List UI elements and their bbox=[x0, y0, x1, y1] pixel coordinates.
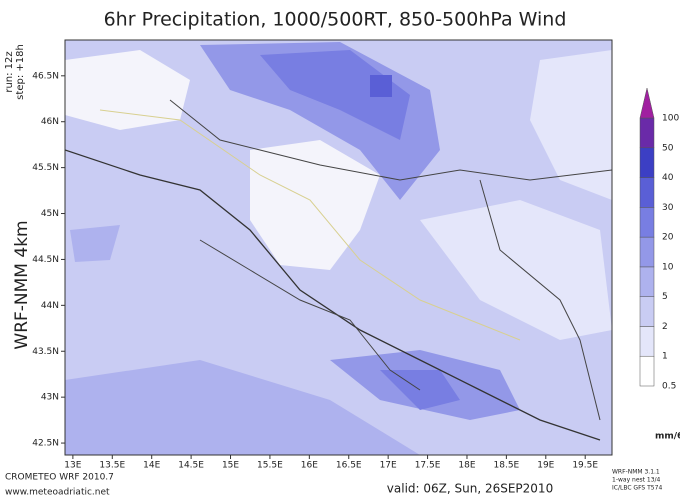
step-label: step: +18h bbox=[15, 44, 26, 100]
lat-label: 44N bbox=[41, 301, 59, 311]
colorbar-segment bbox=[639, 207, 655, 238]
footer-model: WRF-NMM 3.1.1 bbox=[612, 469, 660, 476]
lat-label: 42.5N bbox=[32, 439, 59, 449]
colorbar-segment bbox=[639, 326, 655, 357]
precip-area bbox=[65, 360, 420, 455]
precip-area bbox=[65, 50, 190, 130]
lon-label: 15.5E bbox=[257, 461, 283, 471]
valid-time: valid: 06Z, Sun, 26SEP2010 bbox=[387, 482, 553, 496]
colorbar-segment bbox=[639, 236, 655, 268]
footer-url: www.meteoadriatic.net bbox=[5, 488, 110, 497]
run-label: run: 12z bbox=[4, 51, 15, 92]
precip-area bbox=[370, 75, 392, 97]
lat-label: 45N bbox=[41, 209, 59, 219]
lon-label: 19.5E bbox=[572, 461, 598, 471]
footer-ic: IC/LBC GFS T574 bbox=[612, 485, 662, 492]
colorbar-label: 0.5 bbox=[662, 382, 676, 392]
border bbox=[199, 239, 421, 391]
lon-label: 18.5E bbox=[494, 461, 520, 471]
lon-label: 15E bbox=[222, 461, 239, 471]
lon-label: 18E bbox=[458, 461, 475, 471]
lon-label: 14.5E bbox=[178, 461, 204, 471]
title: 6hr Precipitation, 1000/500RT, 850-500hP… bbox=[104, 9, 567, 31]
lon-label: 14E bbox=[143, 461, 160, 471]
precip-area bbox=[70, 225, 120, 262]
colorbar-segment bbox=[639, 296, 655, 327]
coastline bbox=[65, 149, 601, 441]
model-label: WRF-NMM 4km bbox=[12, 220, 32, 349]
lat-label: 43.5N bbox=[32, 347, 59, 357]
colorbar-label: 5 bbox=[662, 292, 668, 302]
lon-label: 13.5E bbox=[99, 461, 125, 471]
precip-area bbox=[250, 140, 380, 270]
colorbar-unit: mm/6h bbox=[655, 432, 680, 442]
colorbar-segment bbox=[639, 355, 655, 387]
lat-label: 46N bbox=[41, 117, 59, 127]
lon-label: 17E bbox=[380, 461, 397, 471]
colorbar-segment bbox=[639, 117, 655, 149]
precip-area bbox=[260, 50, 410, 140]
precip-area bbox=[420, 200, 612, 340]
lon-label: 13E bbox=[64, 461, 81, 471]
colorbar-label: 2 bbox=[662, 322, 668, 332]
colorbar-label: 20 bbox=[662, 233, 674, 243]
colorbar-label: 30 bbox=[662, 203, 674, 213]
map-area bbox=[64, 39, 613, 456]
colorbar-label: 100 bbox=[662, 114, 679, 124]
colorbar-label: 40 bbox=[662, 173, 674, 183]
footer-credit: CROMETEO WRF 2010.7 bbox=[5, 473, 114, 483]
lon-label: 16E bbox=[301, 461, 318, 471]
precip-area bbox=[530, 50, 612, 200]
lat-label: 46.5N bbox=[32, 71, 59, 81]
colorbar-segment bbox=[639, 266, 655, 297]
road bbox=[99, 109, 521, 341]
border bbox=[169, 99, 612, 181]
lat-label: 43N bbox=[41, 393, 59, 403]
colorbar-label: 50 bbox=[662, 143, 674, 153]
lon-label: 19E bbox=[537, 461, 554, 471]
border bbox=[479, 179, 601, 421]
lat-label: 45.5N bbox=[32, 163, 59, 173]
footer-nest: 1-way nest 13/4 bbox=[612, 477, 661, 484]
lat-label: 44.5N bbox=[32, 255, 59, 265]
map-frame bbox=[64, 39, 613, 456]
colorbar-label: 1 bbox=[662, 352, 668, 362]
colorbar-segment bbox=[639, 177, 655, 208]
colorbar-tip bbox=[639, 87, 655, 119]
lon-label: 17.5E bbox=[415, 461, 441, 471]
colorbar-label: 10 bbox=[662, 262, 674, 272]
lon-label: 16.5E bbox=[336, 461, 362, 471]
colorbar-segment bbox=[639, 147, 655, 178]
